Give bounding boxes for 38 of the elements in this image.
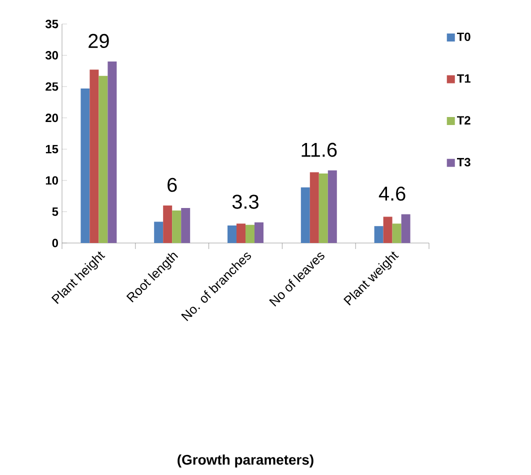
text: (Growth parameters)	[178, 454, 314, 468]
bar	[310, 172, 319, 243]
legend-label: T1	[457, 74, 470, 83]
bar	[401, 214, 410, 243]
annotation: 4.6	[378, 186, 406, 201]
bar	[328, 170, 337, 243]
bar	[108, 62, 117, 243]
annotation: 6	[168, 178, 177, 192]
bar	[236, 224, 246, 243]
bar	[246, 224, 254, 243]
bar	[383, 216, 392, 243]
bar	[374, 226, 384, 243]
bar	[163, 205, 172, 243]
bar	[90, 70, 99, 243]
y-tick-label: 20	[46, 114, 58, 122]
y-tick-label: 5	[52, 208, 58, 216]
legend-label: T2	[457, 116, 470, 124]
y-tick-label: 10	[46, 176, 58, 185]
bar	[392, 224, 402, 243]
annotation: 11.6	[302, 142, 337, 157]
bar	[318, 174, 328, 243]
y-tick-label: 0	[52, 238, 58, 248]
legend-label: T0	[457, 32, 470, 42]
y-tick-label: 15	[46, 144, 58, 154]
bar	[172, 210, 182, 243]
bar	[254, 222, 264, 243]
bar	[228, 225, 236, 243]
annotation: 29	[88, 34, 109, 48]
bar	[154, 222, 164, 243]
bar	[98, 76, 108, 243]
y-tick-label: 35	[45, 20, 58, 28]
bar	[300, 187, 310, 243]
annotation: 3.3	[232, 194, 258, 209]
bar	[80, 88, 90, 243]
y-tick-label: 30	[45, 51, 58, 60]
legend-label: T3	[457, 158, 470, 166]
y-tick-label: 25	[46, 82, 58, 91]
bar	[181, 208, 190, 243]
